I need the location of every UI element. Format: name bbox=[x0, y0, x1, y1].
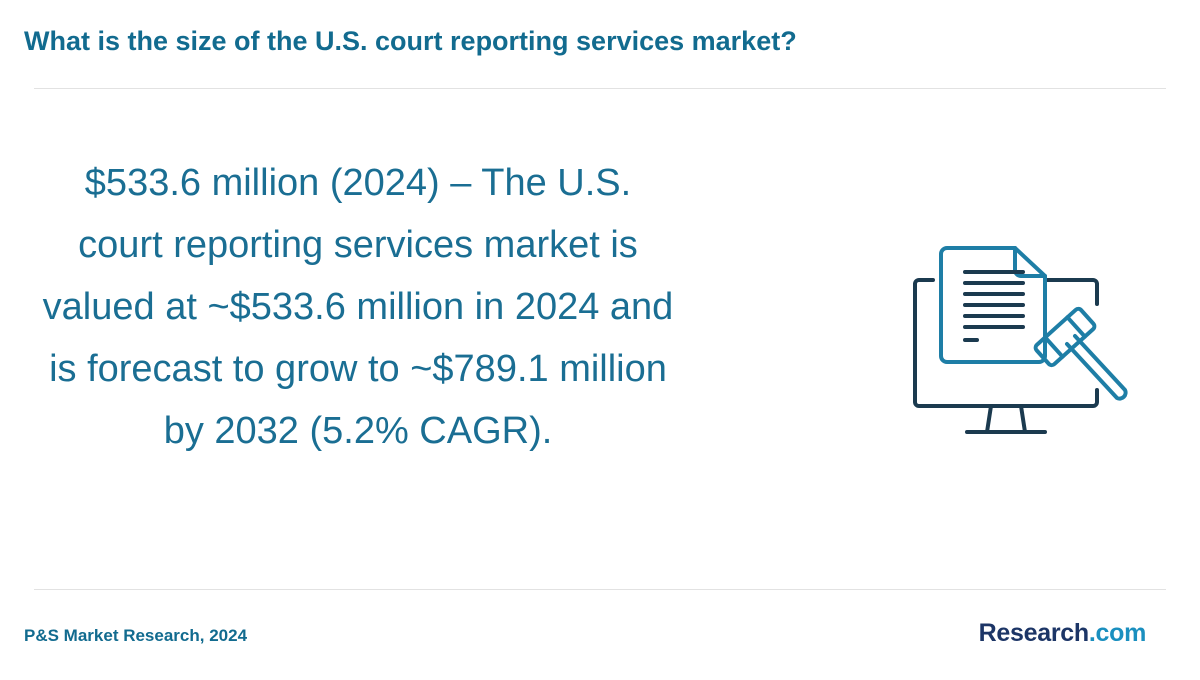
brand-logo: Research.com bbox=[978, 619, 1147, 648]
market-size-statement: $533.6 million (2024) – The U.S. court r… bbox=[42, 162, 674, 452]
page-title: What is the size of the U.S. court repor… bbox=[24, 26, 797, 56]
brand-logo-domain: .com bbox=[1088, 619, 1146, 647]
bottom-divider bbox=[34, 589, 1166, 590]
source-citation: P&S Market Research, 2024 bbox=[24, 626, 248, 645]
document-gavel-monitor-icon bbox=[913, 246, 1128, 434]
top-divider bbox=[34, 88, 1166, 89]
brand-logo-name: Research bbox=[978, 619, 1089, 647]
